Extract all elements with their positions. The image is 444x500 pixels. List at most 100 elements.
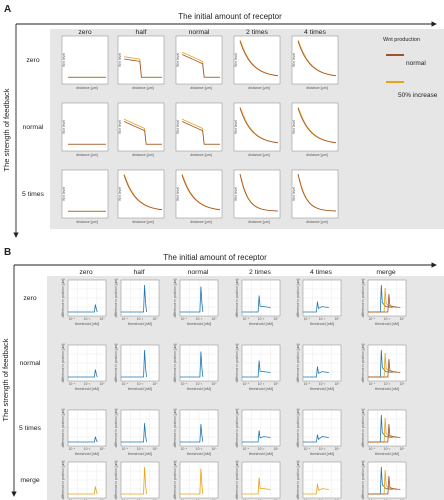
subplot-a-r0-c1: distance [μm] Wnt level — [117, 35, 165, 90]
subplot-xlabel: distance [μm] — [190, 86, 211, 90]
subplot-xtick-label: 10⁻² — [384, 382, 390, 386]
subplot-xlabel: threshold [nM] — [249, 452, 273, 456]
subplot-xtick-label: 10⁻² — [384, 447, 390, 451]
col-label-b-5: merge — [376, 269, 395, 276]
series-line — [180, 424, 204, 443]
subplot-a-r1-c4: distance [μm] Wnt level — [291, 102, 339, 157]
subplot-ylabel: Wnt level — [292, 120, 296, 134]
subplot-xtick-label: 10⁻⁴ — [181, 447, 188, 451]
subplot-xlabel: distance [μm] — [76, 153, 97, 157]
subplot-ylabel: difference in position [μm] — [173, 461, 177, 500]
subplot-b-r1-c0: threshold [nM]10⁻⁴ 10⁻² 10⁰ difference in p… — [61, 344, 107, 391]
subplot-ylabel: Wnt level — [62, 53, 66, 67]
panel-a-label: A — [4, 4, 11, 15]
subplot-xtick-label: 10⁻⁴ — [181, 317, 188, 321]
subplot-ylabel: difference in position [μm] — [173, 279, 177, 318]
subplot-xlabel: distance [μm] — [248, 86, 269, 90]
panel-a: A The initial amount of receptor The str… — [2, 4, 444, 238]
series-line — [368, 475, 401, 495]
subplot-xlabel: distance [μm] — [248, 153, 269, 157]
subplot-b-r2-c4: threshold [nM]10⁻⁴ 10⁻² 10⁰ difference in p… — [296, 409, 342, 456]
subplot-xlabel: threshold [nM] — [128, 387, 152, 391]
subplot-ylabel: Wnt level — [176, 187, 180, 201]
series-line — [303, 434, 329, 443]
subplot-ylabel: difference in position [μm] — [61, 279, 65, 318]
subplot-ylabel: difference in position [μm] — [61, 344, 65, 383]
subplot-ylabel: difference in position [μm] — [114, 461, 118, 500]
panel-b: B The initial amount of receptor The str… — [1, 247, 444, 500]
series-line — [242, 477, 271, 495]
panel-b-side-title: The strength of feedback — [1, 338, 10, 421]
subplot-xtick-label: 10⁰ — [400, 447, 406, 451]
subplot-ylabel: difference in position [μm] — [114, 344, 118, 383]
subplot-ylabel: difference in position [μm] — [296, 461, 300, 500]
subplot-xlabel: threshold [nM] — [249, 322, 273, 326]
series-line — [239, 41, 279, 77]
subplot-xtick-label: 10⁰ — [335, 382, 341, 386]
subplot-xtick-label: 10⁻² — [258, 382, 264, 386]
subplot-ylabel: Wnt level — [234, 187, 238, 201]
subplot-frame — [233, 169, 281, 219]
series-line — [123, 175, 163, 211]
subplot-ylabel: Wnt level — [234, 53, 238, 67]
subplot-xtick-label: 10⁻² — [196, 317, 202, 321]
subplot-ylabel: difference in position [μm] — [361, 409, 365, 448]
subplot-xtick-label: 10⁻² — [84, 317, 90, 321]
subplot-xtick-label: 10⁰ — [212, 447, 218, 451]
subplot-xtick-label: 10⁰ — [335, 447, 341, 451]
subplot-frame — [61, 169, 109, 219]
subplot-xtick-label: 10⁻² — [137, 447, 143, 451]
subplot-xtick-label: 10⁻⁴ — [369, 382, 376, 386]
subplot-ylabel: difference in position [μm] — [296, 279, 300, 318]
series-line — [180, 468, 204, 495]
subplot-b-r1-c1: threshold [nM]10⁻⁴ 10⁻² 10⁰ difference in p… — [114, 344, 160, 391]
subplot-b-r0-c2: threshold [nM]10⁻⁴ 10⁻² 10⁰ difference in p… — [173, 279, 219, 326]
col-label-a-3: 2 times — [246, 29, 269, 36]
subplot-xlabel: threshold [nM] — [128, 322, 152, 326]
subplot-ylabel: Wnt level — [176, 120, 180, 134]
series-line — [239, 173, 279, 212]
subplot-xtick-label: 10⁻⁴ — [122, 382, 129, 386]
subplot-xlabel: threshold [nM] — [375, 452, 399, 456]
series-line — [68, 486, 98, 495]
subplot-a-r2-c1: distance [μm] Wnt level — [117, 169, 165, 224]
row-label-a-1: normal — [23, 124, 44, 131]
subplot-b-r2-c0: threshold [nM]10⁻⁴ 10⁻² 10⁰ difference in p… — [61, 409, 107, 456]
series-line — [181, 121, 220, 145]
subplot-ylabel: Wnt level — [292, 187, 296, 201]
subplot-ylabel: Wnt level — [62, 120, 66, 134]
subplot-xtick-label: 10⁰ — [100, 382, 106, 386]
subplot-xtick-label: 10⁰ — [153, 382, 159, 386]
series-line — [242, 430, 271, 443]
subplot-xlabel: threshold [nM] — [375, 322, 399, 326]
subplot-xtick-label: 10⁻² — [319, 317, 325, 321]
subplot-xlabel: distance [μm] — [76, 86, 97, 90]
subplot-xlabel: threshold [nM] — [75, 387, 99, 391]
subplot-xtick-label: 10⁻⁴ — [304, 317, 311, 321]
subplot-ylabel: difference in position [μm] — [235, 279, 239, 318]
subplot-xlabel: threshold [nM] — [310, 452, 334, 456]
col-label-a-4: 4 times — [304, 29, 327, 36]
panel-b-top-title: The initial amount of receptor — [163, 253, 267, 262]
subplot-a-r0-c0: distance [μm] Wnt level — [61, 35, 109, 90]
subplot-xtick-label: 10⁻² — [319, 382, 325, 386]
subplot-xlabel: threshold [nM] — [187, 452, 211, 456]
subplot-xtick-label: 10⁰ — [335, 317, 341, 321]
subplot-xlabel: threshold [nM] — [75, 452, 99, 456]
subplot-xtick-label: 10⁰ — [153, 317, 159, 321]
subplot-xlabel: threshold [nM] — [310, 387, 334, 391]
subplot-ylabel: difference in position [μm] — [235, 344, 239, 383]
series-line — [303, 301, 329, 313]
row-label-b-1: normal — [20, 360, 41, 367]
subplot-b-r0-c3: threshold [nM]10⁻⁴ 10⁻² 10⁰ difference in p… — [235, 279, 281, 326]
subplot-ylabel: Wnt level — [118, 53, 122, 67]
subplot-ylabel: difference in position [μm] — [114, 409, 118, 448]
subplot-ylabel: difference in position [μm] — [296, 344, 300, 383]
col-label-b-2: normal — [188, 269, 209, 276]
subplot-ylabel: Wnt level — [234, 120, 238, 134]
subplot-xlabel: threshold [nM] — [75, 322, 99, 326]
subplot-a-r1-c0: distance [μm] Wnt level — [61, 102, 109, 157]
